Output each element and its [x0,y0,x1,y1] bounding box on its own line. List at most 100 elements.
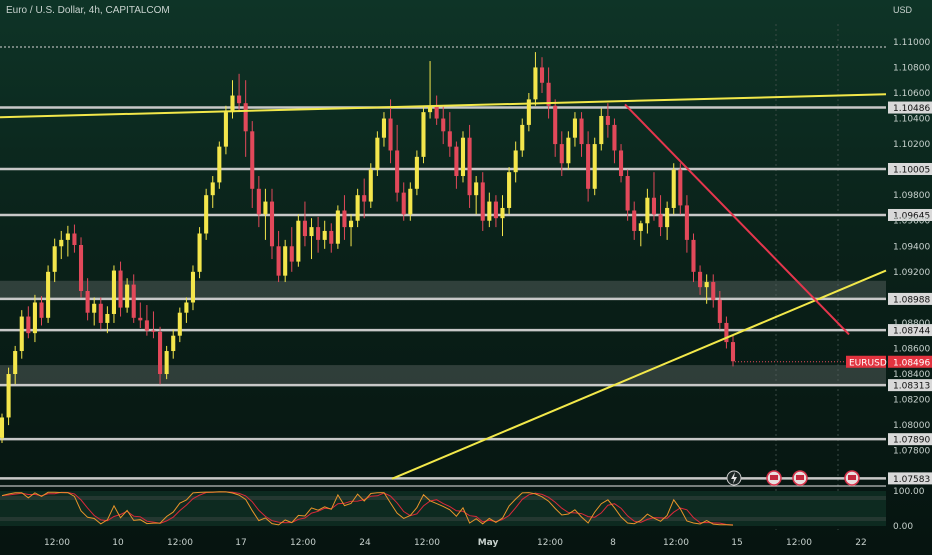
candle-body[interactable] [592,144,597,189]
candle-body[interactable] [619,150,624,177]
candle-body[interactable] [645,197,650,224]
candle-body[interactable] [500,207,505,219]
candle-body[interactable] [474,182,479,196]
candle-body[interactable] [72,233,77,245]
candle-body[interactable] [612,124,617,151]
candle-body[interactable] [566,137,571,164]
candle-body[interactable] [151,330,156,332]
candle-body[interactable] [0,417,5,438]
trendline-upper-yellow[interactable] [0,93,887,119]
candle-body[interactable] [520,124,525,151]
candle-body[interactable] [197,233,202,272]
candle-body[interactable] [553,105,558,145]
candle-body[interactable] [6,374,11,418]
candle-body[interactable] [487,201,492,221]
currency-label[interactable]: USD [892,5,912,15]
candle-body[interactable] [586,144,591,189]
candle-body[interactable] [691,239,696,272]
candle-body[interactable] [698,271,703,288]
candle-body[interactable] [250,131,255,189]
candle-body[interactable] [171,335,176,352]
candle-body[interactable] [316,227,321,240]
candle-body[interactable] [98,303,103,323]
candle-body[interactable] [467,137,472,196]
candle-body[interactable] [546,82,551,106]
candle-body[interactable] [276,246,281,276]
flag-event-icon[interactable] [766,470,782,486]
trendline-rising-support[interactable] [391,269,887,480]
candle-body[interactable] [533,67,538,100]
candle-body[interactable] [572,118,577,138]
candle-body[interactable] [579,118,584,145]
flag-event-icon[interactable] [844,470,860,486]
candle-body[interactable] [559,144,564,164]
candle-body[interactable] [138,317,143,321]
candle-body[interactable] [414,156,419,189]
candle-body[interactable] [658,214,663,228]
candle-body[interactable] [302,220,307,237]
candle-body[interactable] [263,201,268,215]
candle-body[interactable] [39,302,44,318]
candle-body[interactable] [408,188,413,215]
candle-body[interactable] [704,282,709,288]
flag-event-icon[interactable] [792,470,808,486]
candle-body[interactable] [638,223,643,231]
candle-body[interactable] [460,137,466,177]
candle-body[interactable] [368,169,373,202]
candle-body[interactable] [651,197,657,215]
candle-body[interactable] [684,205,689,240]
candle-body[interactable] [144,320,149,331]
candle-body[interactable] [105,313,110,323]
candle-body[interactable] [210,182,215,196]
candle-body[interactable] [184,302,189,313]
candle-body[interactable] [605,115,610,125]
candle-body[interactable] [599,115,604,145]
candle-body[interactable] [632,210,637,231]
candle-body[interactable] [111,270,116,314]
candle-body[interactable] [59,239,64,247]
candle-body[interactable] [322,230,327,240]
candle-body[interactable] [19,316,24,352]
candle-body[interactable] [421,112,426,157]
lightning-icon[interactable] [726,470,742,486]
candle-body[interactable] [283,246,288,276]
candle-body[interactable] [32,302,37,334]
candle-body[interactable] [223,112,228,147]
candle-body[interactable] [526,99,531,125]
candle-body[interactable] [665,207,670,228]
candle-body[interactable] [401,192,406,215]
candle-body[interactable] [177,312,182,336]
candle-body[interactable] [711,282,716,300]
candle-body[interactable] [78,245,84,291]
candle-body[interactable] [26,316,31,334]
candle-body[interactable] [362,195,367,202]
candle-body[interactable] [204,195,209,234]
candle-body[interactable] [230,95,235,113]
candle-body[interactable] [118,270,123,308]
trendline-falling-resistance[interactable] [624,103,850,336]
candle-body[interactable] [342,210,347,228]
candle-body[interactable] [52,246,57,272]
candle-body[interactable] [375,137,380,170]
candle-body[interactable] [724,322,729,343]
candle-body[interactable] [454,146,459,177]
candle-body[interactable] [158,331,163,375]
candle-body[interactable] [355,195,360,221]
candle-body[interactable] [243,103,248,132]
candle-body[interactable] [131,284,136,318]
candle-body[interactable] [730,342,736,362]
candle-body[interactable] [513,150,518,173]
candle-body[interactable] [46,271,51,318]
candle-body[interactable] [625,176,630,211]
candle-body[interactable] [217,146,222,183]
candle-body[interactable] [190,271,196,303]
candle-body[interactable] [256,188,261,215]
candle-body[interactable] [164,351,169,375]
candle-body[interactable] [309,227,314,237]
candle-body[interactable] [717,299,722,323]
candle-body[interactable] [441,118,446,132]
candle-body[interactable] [85,290,90,313]
candle-body[interactable] [65,233,70,240]
